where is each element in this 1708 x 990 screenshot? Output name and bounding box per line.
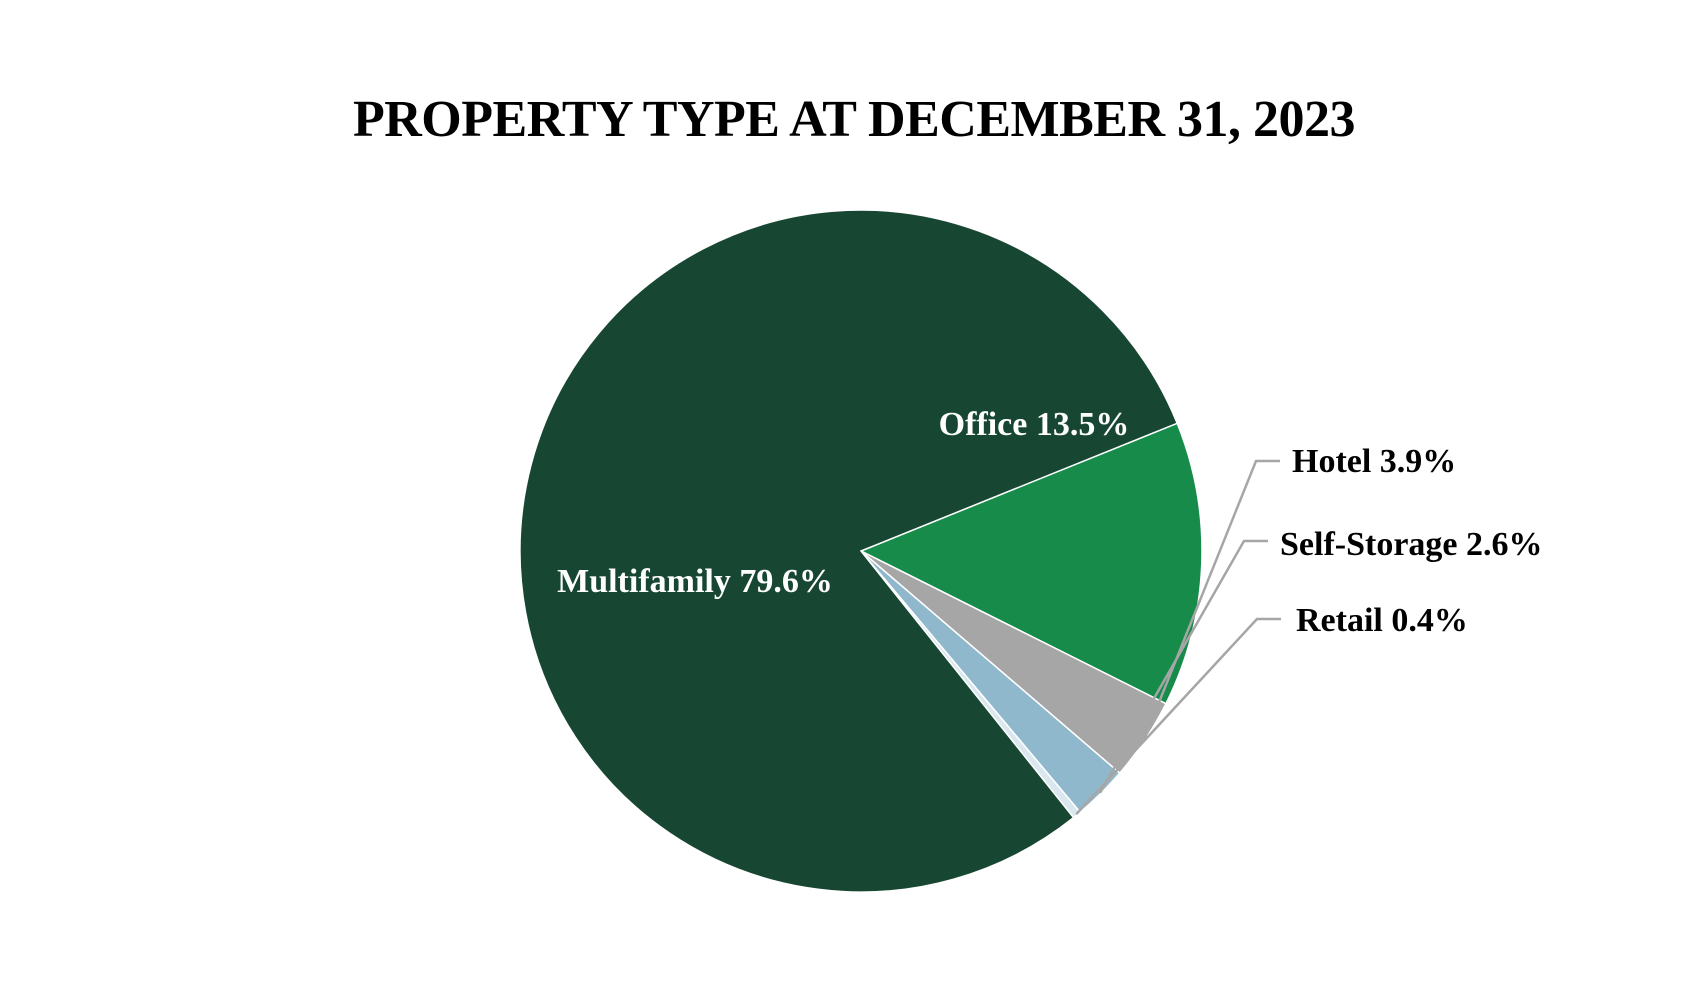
leader-line-retail [1075, 617, 1281, 816]
chart-title: PROPERTY TYPE AT DECEMBER 31, 2023 [352, 91, 1356, 148]
leader-lines [1075, 459, 1281, 816]
slice-label-retail: Retail 0.4% [1296, 602, 1468, 639]
slice-label-office: Office 13.5% [939, 406, 1130, 443]
slice-label-self-storage: Self-Storage 2.6% [1280, 526, 1543, 563]
pie-slices [519, 209, 1203, 893]
leader-line-hotel [1142, 459, 1280, 740]
leader-line-self-storage [1098, 539, 1268, 794]
slice-labels: Office 13.5% Hotel 3.9% Self-Storage 2.6% R… [557, 406, 1542, 639]
pie-slice-multifamily [519, 209, 1179, 893]
pie-slice-office [859, 422, 1203, 705]
slice-label-hotel: Hotel 3.9% [1292, 443, 1456, 480]
slice-label-multifamily: Multifamily 79.6% [557, 563, 833, 600]
